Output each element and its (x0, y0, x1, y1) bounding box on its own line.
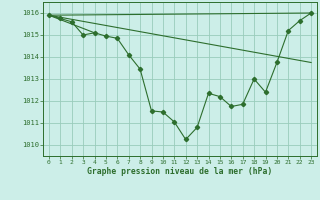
X-axis label: Graphe pression niveau de la mer (hPa): Graphe pression niveau de la mer (hPa) (87, 167, 273, 176)
